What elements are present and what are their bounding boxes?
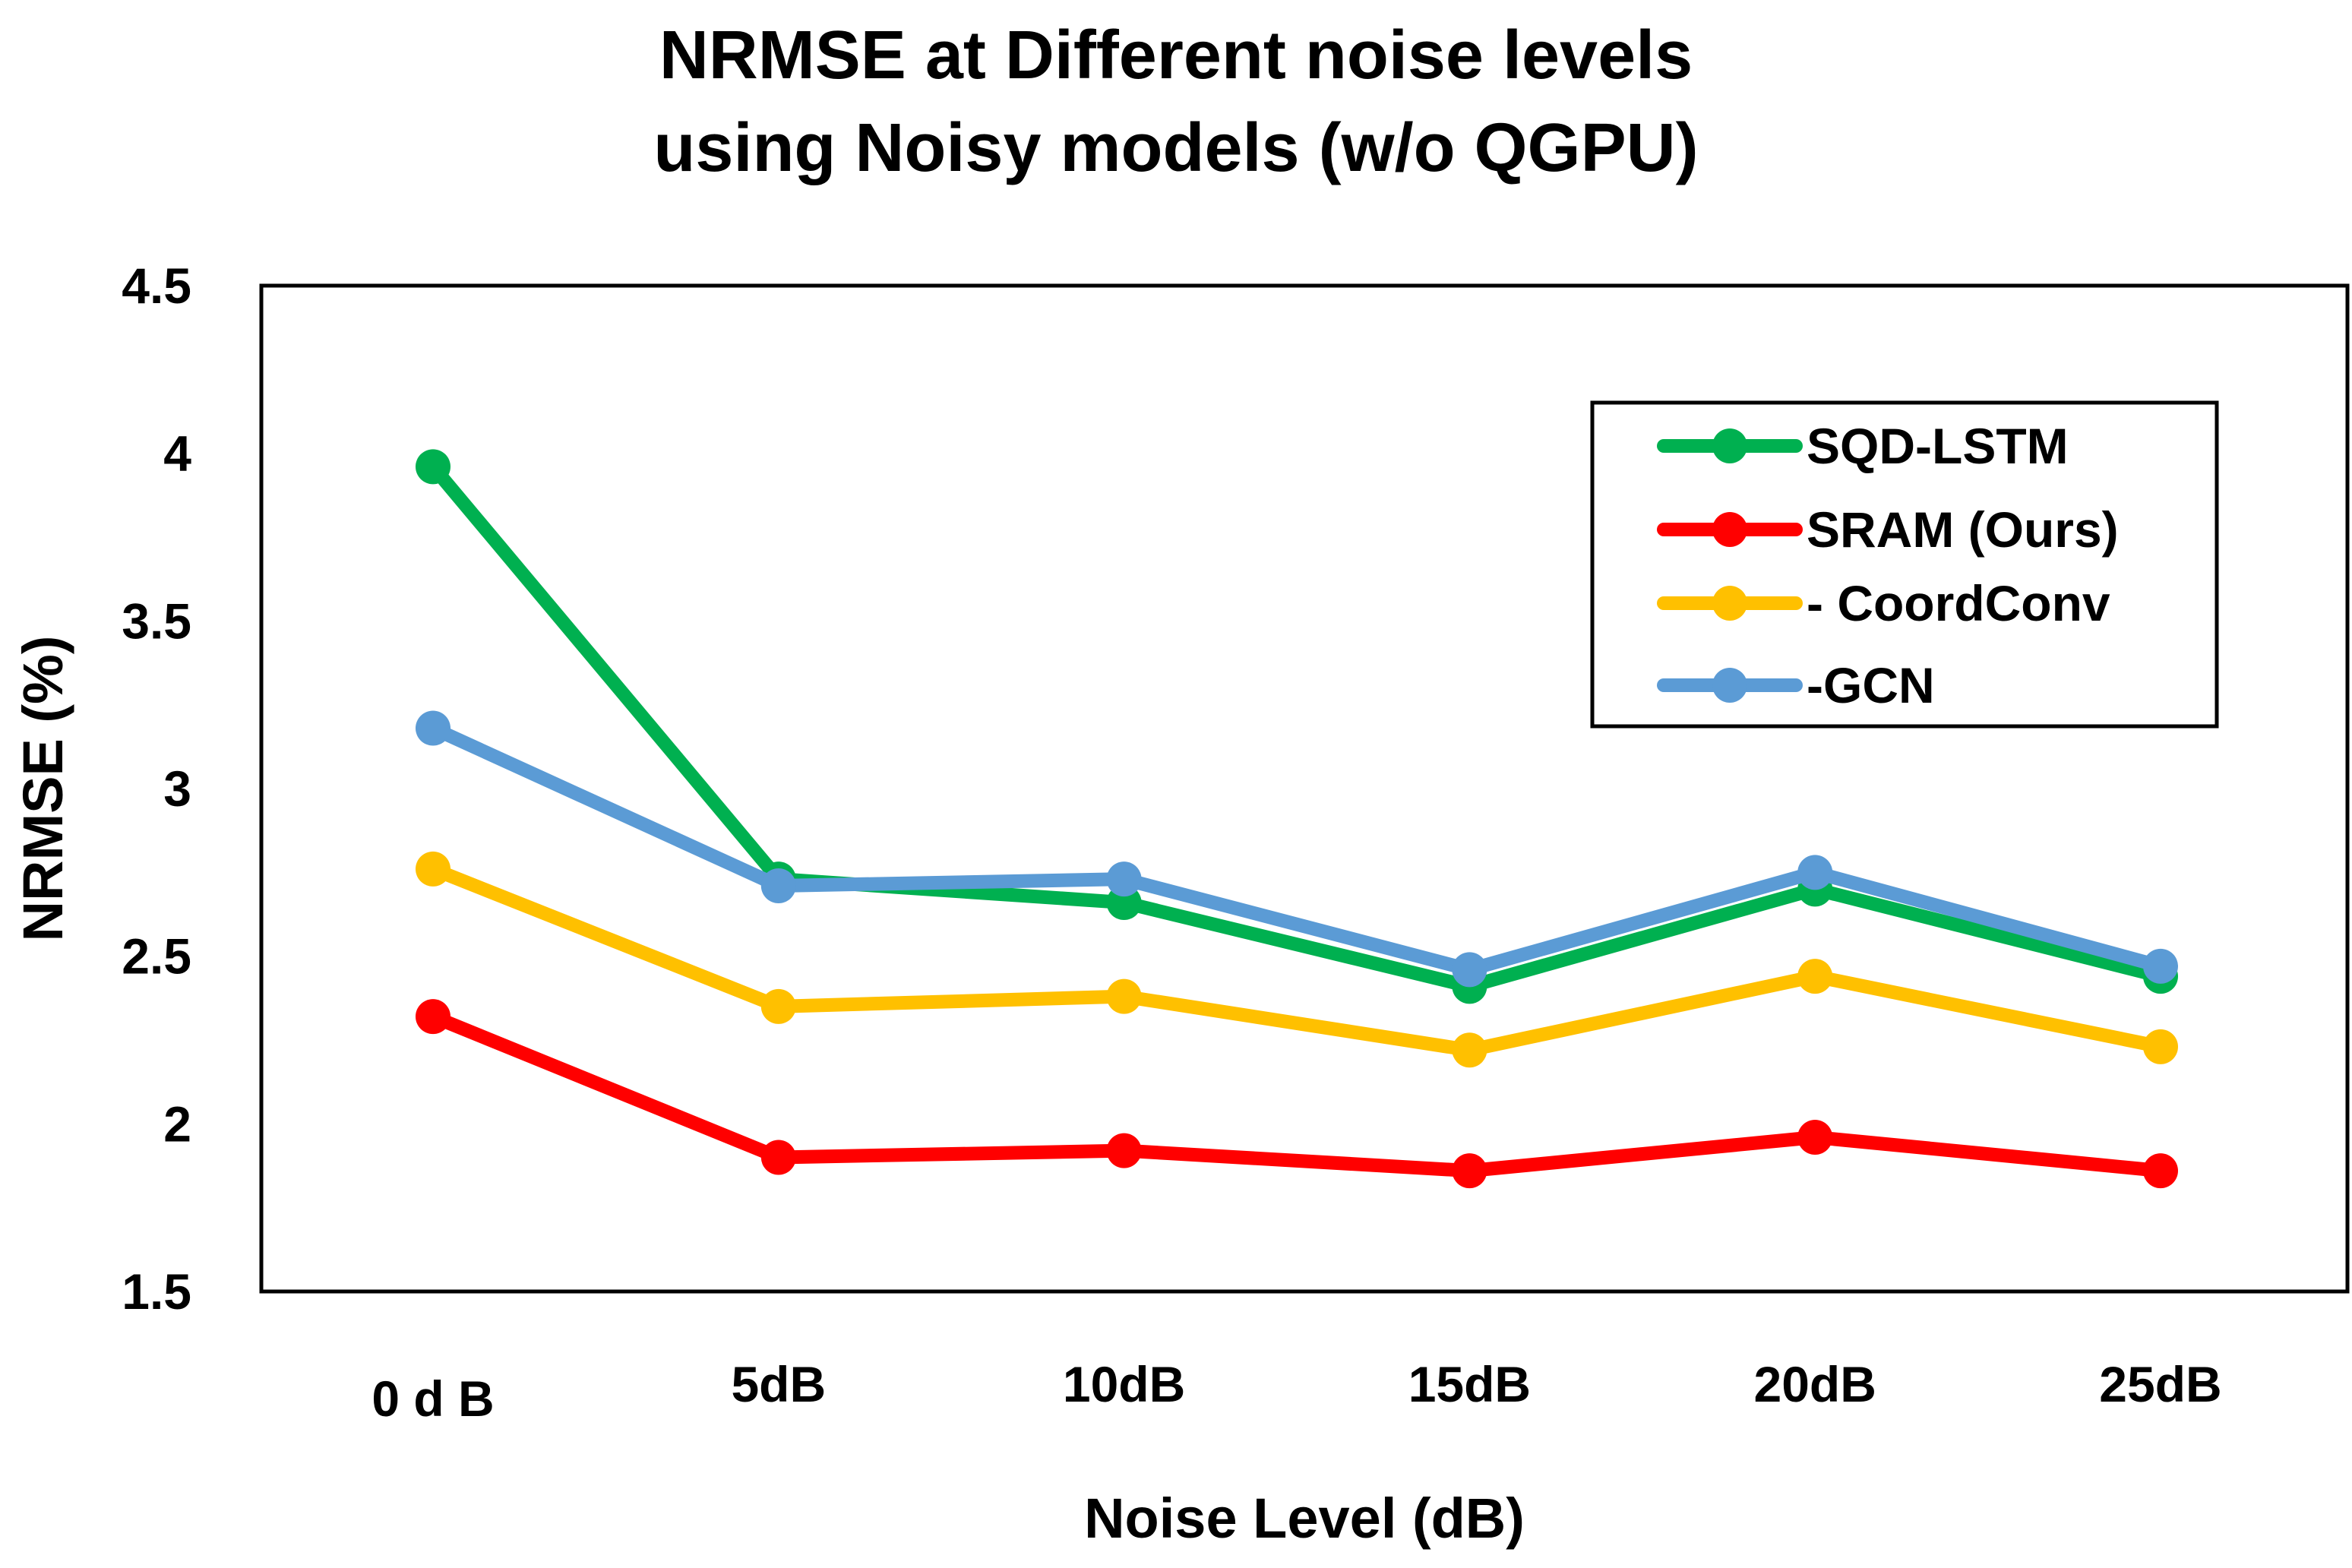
series-line — [426, 460, 2167, 994]
data-point — [760, 988, 796, 1024]
series-coordconv — [416, 851, 2178, 1068]
legend-label: SQD-LSTM — [1807, 418, 2069, 474]
x-tick-label: 15dB — [1408, 1356, 1531, 1412]
data-point — [1452, 1153, 1487, 1189]
data-point — [1797, 1119, 1833, 1155]
y-tick-label: 2 — [163, 1095, 191, 1152]
data-point — [416, 710, 450, 746]
data-point — [416, 851, 450, 887]
x-axis-ticks: 0 d B 5dB 10dB 15dB 20dB 25dB — [371, 1356, 2221, 1427]
plot-area-frame — [259, 283, 2350, 1294]
legend-label: - CoordConv — [1807, 575, 2110, 631]
legend-swatch-marker — [1712, 668, 1747, 703]
legend-label: SRAM (Ours) — [1807, 501, 2119, 558]
y-tick-label: 1.5 — [122, 1263, 191, 1320]
data-point — [1797, 959, 1833, 994]
legend-item: - CoordConv — [1657, 575, 2110, 631]
series-sram-ours — [416, 999, 2178, 1189]
y-tick-label: 3 — [163, 760, 191, 817]
legend-frame — [1590, 400, 2219, 729]
data-point — [2143, 948, 2178, 984]
series-line — [426, 721, 2167, 977]
x-tick-label: 25dB — [2099, 1356, 2221, 1412]
legend: SQD-LSTM SRAM (Ours) - CoordConv -GCN — [1590, 400, 2219, 729]
series-gcn — [416, 710, 2178, 988]
data-point — [1452, 1032, 1487, 1068]
legend-item: SQD-LSTM — [1657, 418, 2069, 474]
series-line — [426, 1010, 2167, 1178]
legend-label: -GCN — [1807, 657, 1935, 713]
data-point — [1106, 1133, 1142, 1168]
legend-swatch-marker — [1712, 428, 1747, 463]
x-tick-label: 0 d B — [371, 1370, 494, 1427]
y-tick-label: 3.5 — [122, 593, 191, 649]
legend-swatch-marker — [1712, 586, 1747, 621]
series-line — [426, 861, 2167, 1057]
legend-swatch-marker — [1712, 512, 1747, 547]
data-point — [760, 868, 796, 903]
data-point — [1106, 861, 1142, 897]
chart-title-line-2: using Noisy models (w/o QGPU) — [653, 110, 1699, 186]
series-layer — [416, 449, 2178, 1189]
chart-title-line-1: NRMSE at Different noise levels — [659, 17, 1693, 93]
x-tick-label: 20dB — [1754, 1356, 1876, 1412]
y-axis-label: NRMSE (%) — [11, 636, 74, 942]
legend-item: -GCN — [1657, 657, 1935, 713]
data-point — [1106, 978, 1142, 1014]
x-axis-label: Noise Level (dB) — [1084, 1487, 1525, 1550]
data-point — [416, 449, 450, 485]
y-tick-label: 2.5 — [122, 928, 191, 985]
legend-item: SRAM (Ours) — [1657, 501, 2119, 558]
data-point — [1797, 855, 1833, 890]
y-axis-ticks: 1.5 2 2.5 3 3.5 4 4.5 — [122, 258, 191, 1320]
x-tick-label: 10dB — [1063, 1356, 1185, 1412]
y-tick-label: 4.5 — [122, 258, 191, 314]
x-tick-label: 5dB — [731, 1356, 826, 1412]
data-point — [2143, 1029, 2178, 1064]
y-tick-label: 4 — [163, 425, 191, 482]
data-point — [2143, 1153, 2178, 1189]
data-point — [416, 999, 450, 1035]
data-point — [760, 1140, 796, 1175]
data-point — [1452, 952, 1487, 988]
